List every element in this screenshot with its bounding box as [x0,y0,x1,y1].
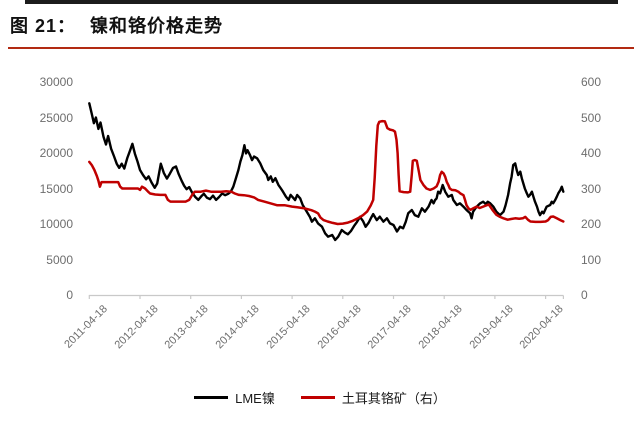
y-left-tick-label: 20000 [39,146,73,160]
y-right-tick-label: 500 [581,110,602,125]
figure-title: 图 21： 镍和铬价格走势 [10,12,223,38]
chrome-line-swatch [300,396,335,399]
title-underline-rule [8,47,634,49]
y-right-tick-label: 300 [581,181,602,196]
y-left-tick-label: 15000 [39,181,73,196]
legend-label-chrome: 土耳其铬矿（右） [341,391,446,406]
top-accent-bar [25,0,618,4]
y-left-tick-label: 25000 [39,110,73,125]
y-left-tick-label: 0 [66,288,73,302]
legend-item-turkey-chrome: 土耳其铬矿（右） [300,388,446,407]
series-line-LME镍 [88,102,565,242]
legend-item-lme-nickel: LME镍 [194,388,275,407]
figure-title-text: 镍和铬价格走势 [90,16,224,36]
nickel-line-swatch [194,396,229,399]
chart-legend: LME镍 土耳其铬矿（右） [0,388,640,407]
y-right-tick-label: 600 [581,75,602,89]
y-right-tick-label: 200 [581,217,602,231]
y-left-tick-label: 10000 [39,217,73,231]
figure-number: 图 21： [10,16,77,36]
y-right-tick-label: 400 [581,146,602,160]
series-line-土耳其铬矿（右） [88,119,565,226]
y-right-tick-label: 100 [581,252,602,267]
y-left-tick-label: 5000 [46,252,73,267]
y-right-tick-label: 0 [581,288,588,302]
y-left-tick-label: 30000 [39,75,73,89]
legend-label-nickel: LME镍 [235,391,275,406]
